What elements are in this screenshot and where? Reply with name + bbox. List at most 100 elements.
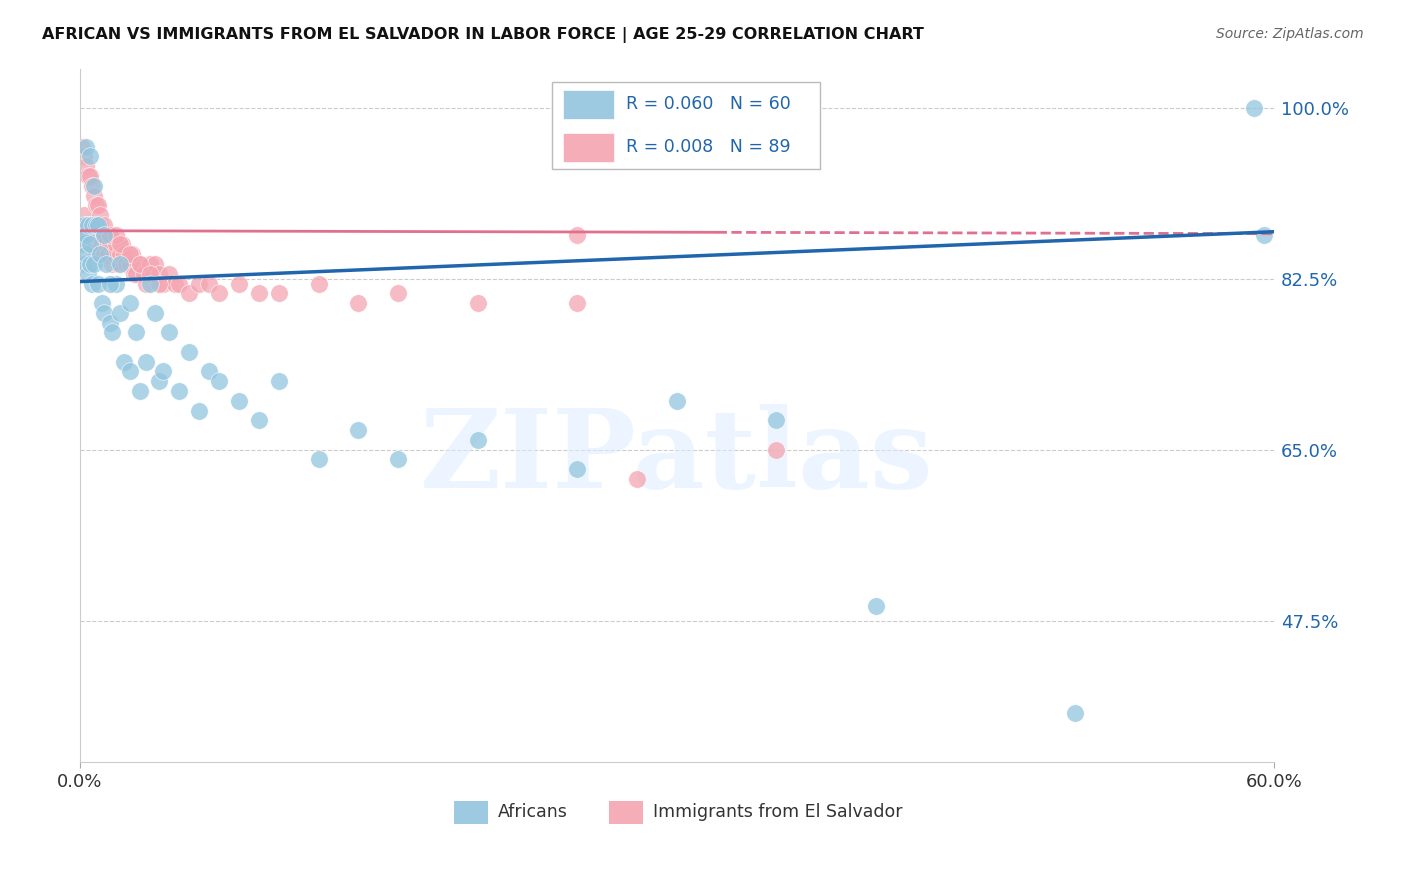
- Point: [80, 277, 103, 291]
- Point: [73, 149, 96, 163]
- Point: [83, 218, 105, 232]
- Point: [567, 227, 589, 242]
- Point: [87, 227, 110, 242]
- Point: [128, 257, 150, 271]
- Point: [247, 413, 270, 427]
- Point: [114, 257, 136, 271]
- Point: [665, 393, 688, 408]
- Point: [104, 227, 127, 242]
- Point: [121, 247, 143, 261]
- Point: [128, 257, 150, 271]
- Point: [104, 237, 127, 252]
- Point: [80, 218, 103, 232]
- Point: [118, 257, 141, 271]
- Point: [179, 286, 201, 301]
- Point: [157, 267, 180, 281]
- Point: [467, 296, 489, 310]
- Point: [84, 198, 107, 212]
- Point: [73, 257, 96, 271]
- Point: [70, 218, 93, 232]
- Point: [70, 227, 93, 242]
- Point: [108, 306, 131, 320]
- Point: [93, 218, 115, 232]
- Point: [83, 188, 105, 202]
- Point: [100, 257, 122, 271]
- FancyBboxPatch shape: [551, 82, 820, 169]
- Point: [93, 227, 115, 242]
- Point: [142, 267, 165, 281]
- Point: [165, 277, 187, 291]
- FancyBboxPatch shape: [564, 89, 613, 119]
- Point: [308, 452, 330, 467]
- Text: R = 0.008   N = 89: R = 0.008 N = 89: [626, 138, 790, 156]
- Point: [70, 237, 93, 252]
- Point: [76, 267, 98, 281]
- Point: [108, 257, 131, 271]
- Point: [87, 198, 110, 212]
- Point: [89, 208, 111, 222]
- Point: [138, 277, 160, 291]
- Point: [148, 277, 170, 291]
- Point: [169, 277, 191, 291]
- Point: [79, 169, 101, 183]
- Point: [89, 218, 111, 232]
- Point: [84, 218, 107, 232]
- Point: [83, 237, 105, 252]
- Point: [118, 247, 141, 261]
- Point: [267, 374, 290, 388]
- Point: [198, 364, 221, 378]
- Point: [73, 227, 96, 242]
- Point: [626, 472, 648, 486]
- Point: [152, 364, 174, 378]
- Point: [148, 374, 170, 388]
- Point: [188, 277, 211, 291]
- Point: [148, 267, 170, 281]
- Point: [89, 247, 111, 261]
- Point: [83, 178, 105, 193]
- Point: [70, 227, 93, 242]
- Point: [347, 296, 370, 310]
- Point: [108, 237, 131, 252]
- Point: [122, 267, 145, 281]
- Point: [79, 227, 101, 242]
- Text: ZIPatlas: ZIPatlas: [420, 403, 934, 510]
- Point: [84, 247, 107, 261]
- Point: [76, 227, 98, 242]
- Point: [79, 149, 101, 163]
- Point: [208, 374, 231, 388]
- Point: [87, 218, 110, 232]
- Point: [76, 169, 98, 183]
- FancyBboxPatch shape: [564, 133, 613, 162]
- Point: [87, 218, 110, 232]
- Point: [765, 413, 787, 427]
- Point: [118, 364, 141, 378]
- Point: [84, 227, 107, 242]
- Point: [94, 237, 117, 252]
- Point: [387, 452, 409, 467]
- Point: [87, 277, 110, 291]
- Point: [228, 393, 250, 408]
- Point: [98, 227, 121, 242]
- Text: Africans: Africans: [498, 804, 568, 822]
- Point: [75, 227, 97, 242]
- Point: [152, 277, 174, 291]
- Point: [90, 237, 112, 252]
- Point: [765, 442, 787, 457]
- Point: [1253, 227, 1275, 242]
- Point: [76, 218, 98, 232]
- Point: [83, 257, 105, 271]
- Point: [135, 354, 157, 368]
- Point: [124, 267, 146, 281]
- Point: [124, 326, 146, 340]
- Point: [247, 286, 270, 301]
- Point: [467, 433, 489, 447]
- Point: [567, 296, 589, 310]
- Point: [865, 599, 887, 613]
- FancyBboxPatch shape: [454, 800, 488, 824]
- Point: [75, 218, 97, 232]
- Point: [179, 345, 201, 359]
- Point: [112, 247, 135, 261]
- Point: [75, 247, 97, 261]
- Point: [118, 296, 141, 310]
- Point: [79, 237, 101, 252]
